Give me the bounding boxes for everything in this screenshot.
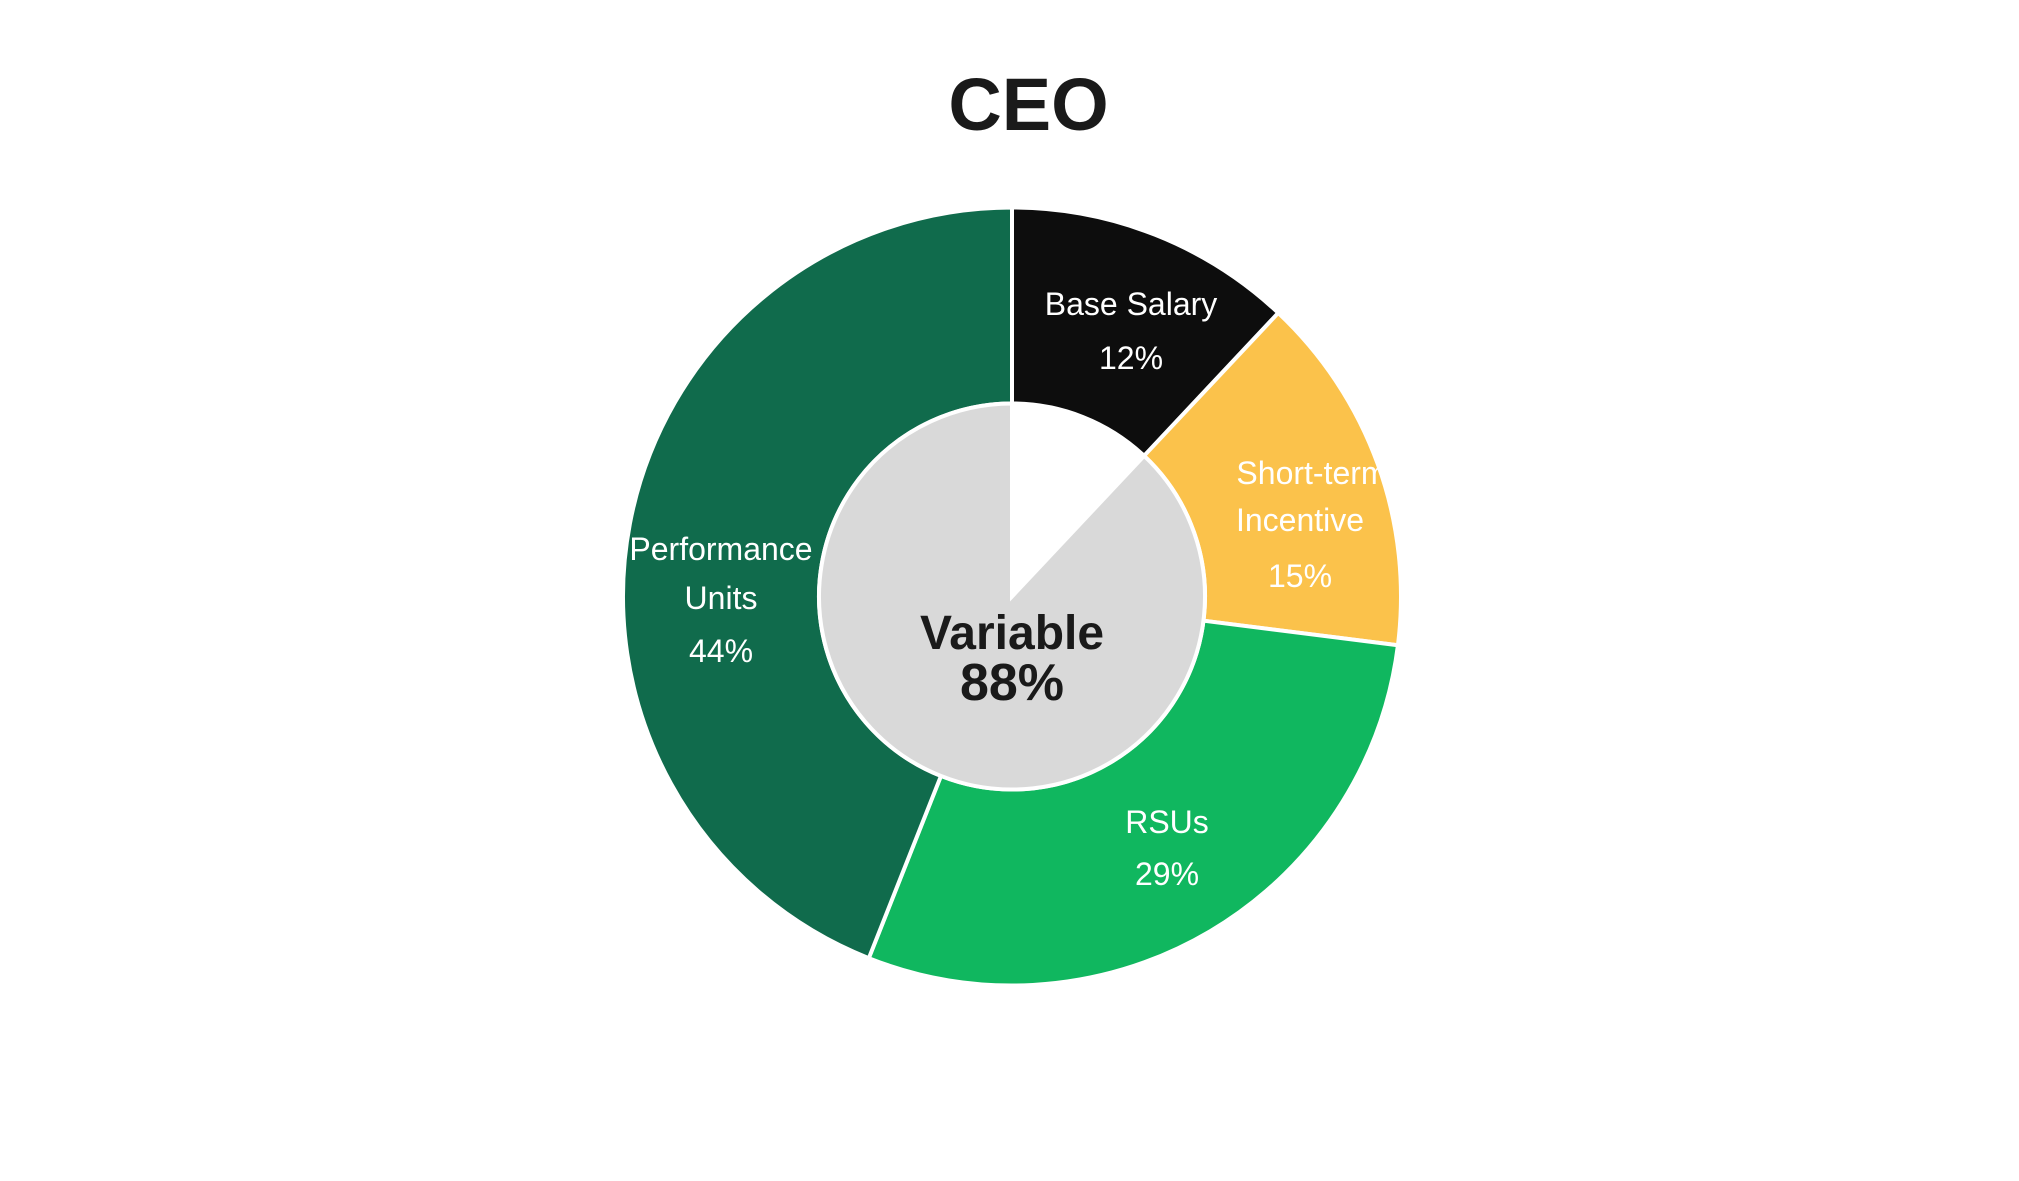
svg-text:29%: 29% bbox=[1135, 856, 1199, 892]
svg-text:15%: 15% bbox=[1268, 558, 1332, 594]
svg-text:Performance: Performance bbox=[629, 531, 812, 567]
svg-text:Incentive: Incentive bbox=[1236, 502, 1364, 538]
svg-text:Base Salary: Base Salary bbox=[1045, 286, 1218, 322]
svg-text:Units: Units bbox=[685, 580, 758, 616]
svg-text:RSUs: RSUs bbox=[1125, 804, 1209, 840]
svg-text:88%: 88% bbox=[960, 654, 1064, 712]
svg-text:Variable: Variable bbox=[920, 607, 1104, 660]
svg-text:Short-term: Short-term bbox=[1236, 455, 1387, 491]
svg-text:44%: 44% bbox=[689, 633, 753, 669]
svg-text:12%: 12% bbox=[1099, 340, 1163, 376]
